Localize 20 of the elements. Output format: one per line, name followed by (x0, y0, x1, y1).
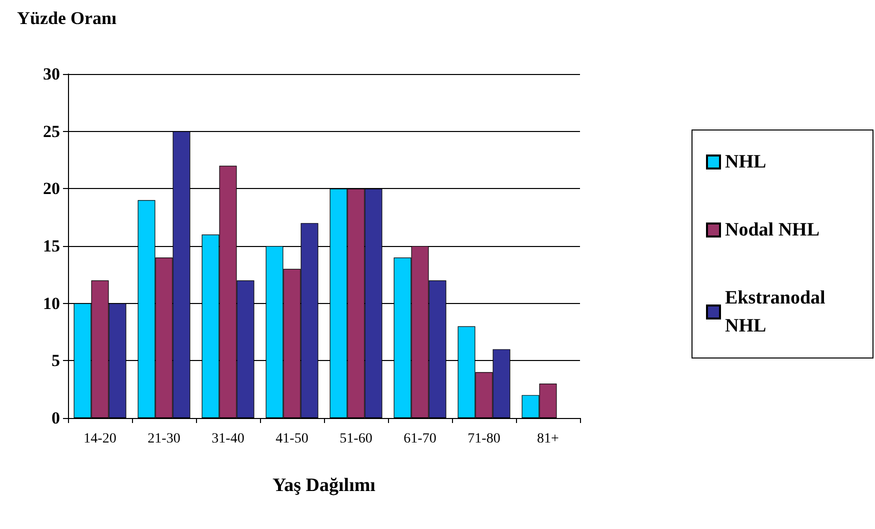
y-tick-label: 15 (43, 236, 60, 256)
x-tick-label: 81+ (537, 432, 560, 446)
y-tick-label: 30 (43, 64, 60, 84)
x-axis-title: Yaş Dağılımı (272, 475, 376, 496)
x-tick-label: 51-60 (340, 432, 372, 446)
x-tick-label: 21-30 (148, 432, 180, 446)
x-tick-label: 14-20 (84, 432, 116, 446)
y-tick-label: 20 (43, 179, 60, 198)
y-tick-label: 25 (43, 122, 60, 141)
x-tick-label: 31-40 (212, 432, 244, 446)
y-axis-title: Yüzde Oranı (17, 8, 117, 28)
x-tick-label: 71-80 (468, 432, 500, 446)
legend-label: Nodal NHL (725, 220, 820, 240)
x-tick-label: 61-70 (404, 432, 436, 446)
y-tick-label: 5 (52, 351, 60, 370)
x-tick-label: 41-50 (276, 432, 308, 446)
legend-label: Ekstranodal NHL (725, 288, 830, 336)
legend-label: NHL (725, 152, 766, 172)
y-tick-label: 10 (43, 294, 60, 313)
y-tick-label: 0 (52, 408, 60, 428)
